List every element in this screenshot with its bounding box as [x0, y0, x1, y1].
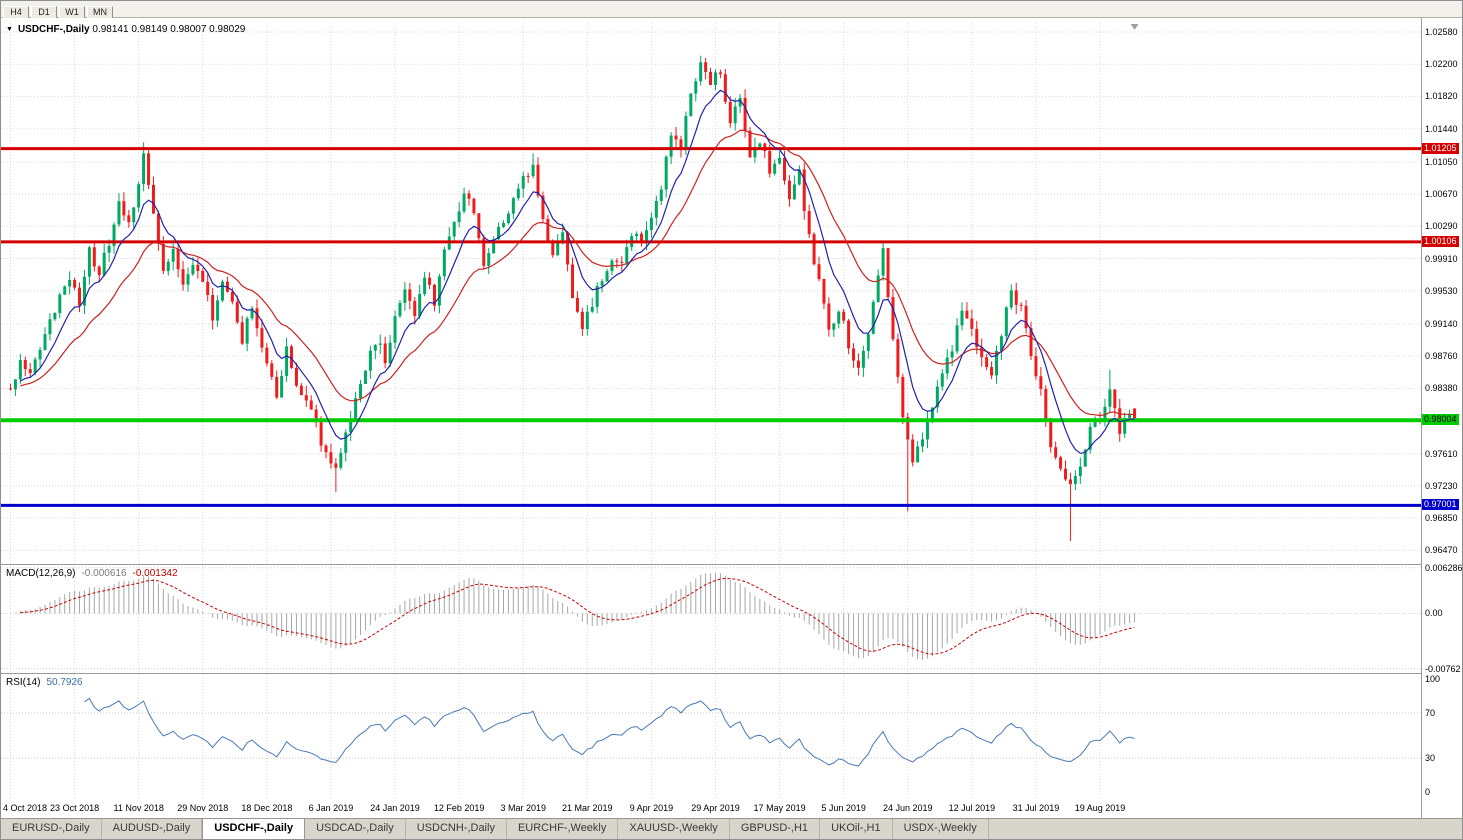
- price-axis-label: 0.98380: [1425, 383, 1458, 394]
- price-axis-label: 0.96850: [1425, 513, 1458, 524]
- tab-audusd-daily[interactable]: AUDUSD-,Daily: [102, 819, 203, 839]
- symbol-label: USDCHF-,Daily: [17, 24, 90, 35]
- macd-name: MACD(12,26,9): [6, 568, 76, 579]
- price-level-badge: 1.01205: [1422, 142, 1459, 154]
- date-axis-label: 31 Jul 2019: [1012, 803, 1060, 813]
- price-axis-label: 1.01440: [1425, 123, 1458, 134]
- price-axis-label: 0.98760: [1425, 351, 1458, 362]
- price-level-badge: 0.97001: [1422, 499, 1459, 511]
- price-axis-label: 0.96470: [1425, 545, 1458, 556]
- chevron-down-icon[interactable]: ▼: [6, 26, 13, 33]
- date-axis-label: 12 Feb 2019: [433, 803, 485, 813]
- chart-title: ▼ USDCHF-,Daily 0.98141 0.98149 0.98007 0…: [6, 24, 245, 35]
- date-axis-label: 12 Jul 2019: [948, 803, 996, 813]
- price-axis-label: 1.01820: [1425, 91, 1458, 102]
- tab-gbpusd-h1[interactable]: GBPUSD-,H1: [730, 819, 821, 839]
- tab-ukoil-h1[interactable]: UKOil-,H1: [820, 819, 893, 839]
- rsi-label: RSI(14) 50.7926: [6, 677, 83, 688]
- date-axis-label: 18 Dec 2018: [241, 803, 293, 813]
- tab-eurchf-weekly[interactable]: EURCHF-,Weekly: [507, 819, 619, 839]
- rsi-axis-label: 70: [1425, 707, 1436, 718]
- price-axis-label: 1.00290: [1425, 221, 1458, 232]
- date-axis-label: 3 Mar 2019: [500, 803, 546, 813]
- date-axis-label: 9 Apr 2019: [629, 803, 674, 813]
- rsi-name: RSI(14): [6, 677, 41, 688]
- price-axis-label: 0.99140: [1425, 318, 1458, 329]
- rsi-axis-label: 0: [1425, 787, 1431, 797]
- date-axis-label: 19 Aug 2019: [1074, 803, 1126, 813]
- date-axis-label: 23 Oct 2018: [50, 803, 100, 813]
- ohlc-values: 0.98141 0.98149 0.98007 0.98029: [92, 24, 246, 35]
- tab-usdcnh-daily[interactable]: USDCNH-,Daily: [406, 819, 507, 839]
- macd-label: MACD(12,26,9) -0.000616 -0.001342: [6, 568, 178, 579]
- price-axis-label: 1.02200: [1425, 59, 1458, 70]
- date-axis-label: 11 Nov 2018: [113, 803, 164, 813]
- price-axis[interactable]: 1.02580 1.02200 1.01820 1.01440 1.01050 1.006…: [1422, 18, 1463, 820]
- price-level-badge: 1.00106: [1422, 235, 1459, 247]
- rsi-axis-label: 30: [1425, 753, 1436, 764]
- timeframe-toolbar: H4 D1 W1 MN: [1, 1, 1462, 19]
- chart-tabs: EURUSD-,Daily AUDUSD-,Daily USDCHF-,Daily U…: [1, 818, 1462, 839]
- date-axis[interactable]: 4 Oct 2018 23 Oct 2018 11 Nov 2018 29 Nov 2…: [1, 798, 1421, 820]
- macd-signal-value: -0.001342: [132, 568, 178, 579]
- timeframe-button-d1[interactable]: D1: [31, 6, 57, 19]
- tab-eurusd-daily[interactable]: EURUSD-,Daily: [1, 819, 102, 839]
- rsi-value: 50.7926: [46, 677, 83, 688]
- price-axis-label: 0.99530: [1425, 285, 1458, 296]
- date-axis-label: 24 Jan 2019: [370, 803, 420, 813]
- price-level-badge: 0.98004: [1422, 414, 1459, 426]
- date-axis-label: 21 Mar 2019: [562, 803, 613, 813]
- tab-xauusd-weekly[interactable]: XAUUSD-,Weekly: [618, 819, 730, 839]
- rsi-axis-label: 100: [1425, 674, 1441, 684]
- price-axis-label: 1.00670: [1425, 189, 1458, 200]
- price-axis-label: 0.99910: [1425, 253, 1458, 264]
- date-axis-label: 6 Jan 2019: [308, 803, 354, 813]
- price-axis-label: 1.02580: [1425, 26, 1458, 37]
- macd-axis-label: 0.00: [1425, 608, 1443, 619]
- price-axis-label: 1.01050: [1425, 156, 1458, 167]
- tab-usdcad-daily[interactable]: USDCAD-,Daily: [305, 819, 406, 839]
- macd-main-value: -0.000616: [81, 568, 127, 579]
- tab-usdx-weekly[interactable]: USDX-,Weekly: [893, 819, 989, 839]
- price-axis-label: 0.97610: [1425, 448, 1458, 459]
- date-axis-label: 4 Oct 2018: [3, 803, 48, 813]
- chart-region: ▼ USDCHF-,Daily 0.98141 0.98149 0.98007 0…: [1, 18, 1463, 820]
- tab-usdchf-daily[interactable]: USDCHF-,Daily: [202, 819, 306, 839]
- macd-axis-label: 0.006286: [1425, 562, 1463, 573]
- candlestick-chart[interactable]: [1, 18, 1463, 820]
- macd-axis-label: -0.00762: [1425, 663, 1461, 674]
- date-axis-label: 29 Nov 2018: [177, 803, 229, 813]
- date-axis-label: 5 Jun 2019: [821, 803, 866, 813]
- price-axis-label: 0.97230: [1425, 480, 1458, 491]
- date-axis-label: 17 May 2019: [753, 803, 806, 813]
- date-axis-label: 29 Apr 2019: [691, 803, 740, 813]
- date-axis-label: 24 Jun 2019: [882, 803, 933, 813]
